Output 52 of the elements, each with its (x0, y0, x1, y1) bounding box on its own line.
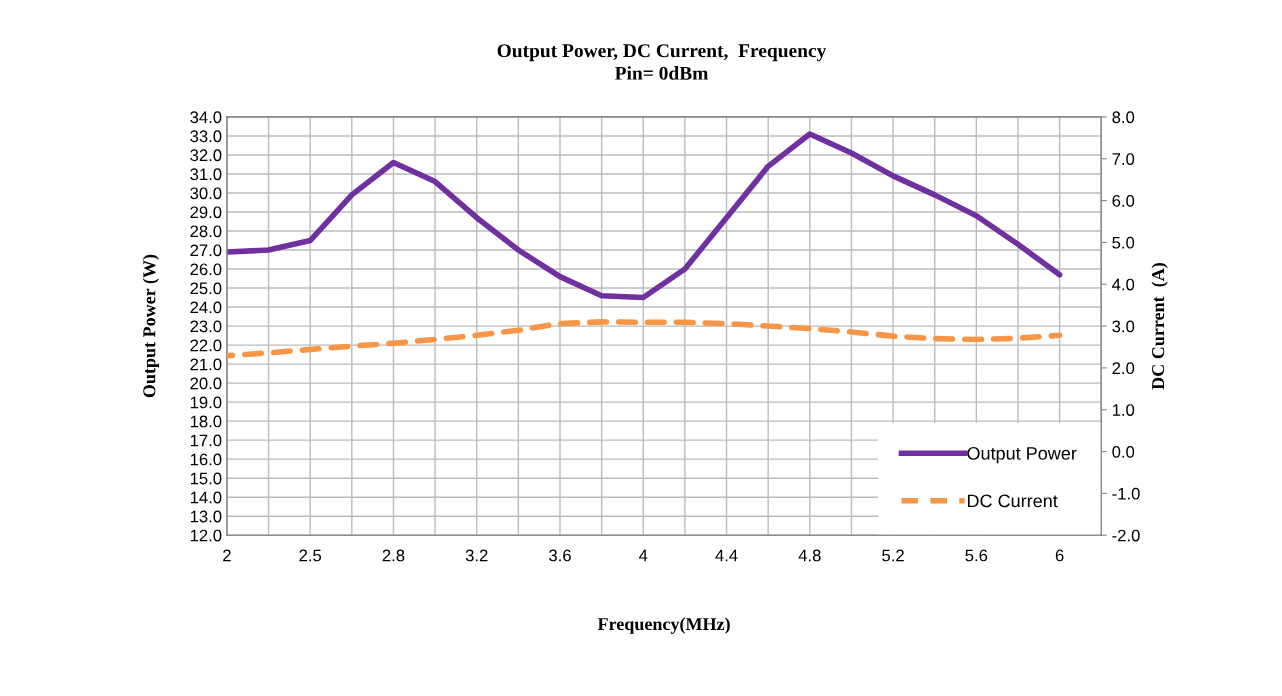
y2-tick-label: 4.0 (1112, 278, 1135, 291)
x-tick-label: 3.6 (549, 549, 571, 562)
y-tick-label: 14.0 (190, 491, 222, 504)
x-tick-label: 2.8 (382, 549, 405, 562)
x-tick-label: 4.4 (715, 549, 738, 562)
y-tick-label: 25.0 (190, 282, 222, 295)
y-tick-label: 28.0 (190, 225, 222, 238)
y-tick-label: 27.0 (190, 244, 222, 257)
y2-tick-label: 2.0 (1112, 362, 1135, 375)
x-tick-label: 4.8 (798, 549, 821, 562)
y2-tick-label: 8.0 (1112, 111, 1135, 124)
x-axis-title: Frequency(MHz) (597, 617, 730, 634)
y-axis-title: Output Power (W) (142, 254, 160, 398)
y2-tick-label: 7.0 (1112, 153, 1135, 165)
y-tick-label: 24.0 (190, 301, 222, 314)
y-tick-label: 17.0 (190, 434, 222, 447)
y-tick-label: 29.0 (190, 206, 222, 219)
y-tick-label: 32.0 (190, 149, 222, 162)
chart-title: Output Power, DC Current, Frequency (497, 44, 827, 62)
y2-tick-label: 6.0 (1112, 194, 1135, 207)
y2-tick-label: -1.0 (1112, 487, 1140, 500)
y-tick-label: 26.0 (190, 263, 222, 276)
x-tick-label: 4 (639, 549, 648, 562)
y-tick-label: 18.0 (190, 415, 222, 428)
x-tick-label: 2.5 (299, 549, 322, 562)
y2-axis-title: DC Current (A) (1151, 263, 1168, 390)
y-tick-label: 22.0 (190, 339, 222, 352)
legend-label: Output Power (967, 446, 1077, 464)
y-tick-label: 16.0 (190, 453, 222, 466)
y-tick-label: 13.0 (190, 510, 222, 523)
y-tick-label: 20.0 (190, 377, 222, 390)
y-tick-label: 30.0 (190, 187, 222, 200)
x-tick-label: 2 (223, 549, 231, 562)
y-tick-label: 19.0 (190, 396, 222, 409)
x-tick-label: 6 (1055, 549, 1064, 562)
y-tick-label: 15.0 (190, 472, 222, 485)
y-tick-label: 23.0 (190, 320, 222, 333)
y-tick-label: 33.0 (190, 130, 222, 143)
y-tick-label: 31.0 (190, 168, 222, 181)
y-tick-label: 12.0 (190, 529, 222, 542)
y-tick-label: 21.0 (190, 358, 222, 371)
y-tick-label: 34.0 (190, 111, 222, 124)
y2-tick-label: 5.0 (1112, 236, 1135, 249)
y2-tick-label: 1.0 (1112, 404, 1135, 416)
x-tick-label: 3.2 (465, 549, 488, 562)
y2-tick-label: -2.0 (1112, 529, 1140, 542)
y2-tick-label: 0.0 (1112, 445, 1135, 458)
legend-label: DC Current (967, 494, 1058, 508)
y2-tick-label: 3.0 (1112, 320, 1135, 333)
x-tick-label: 5.2 (882, 549, 904, 562)
x-tick-label: 5.6 (965, 549, 988, 562)
chart-subtitle: Pin= 0dBm (614, 66, 709, 80)
